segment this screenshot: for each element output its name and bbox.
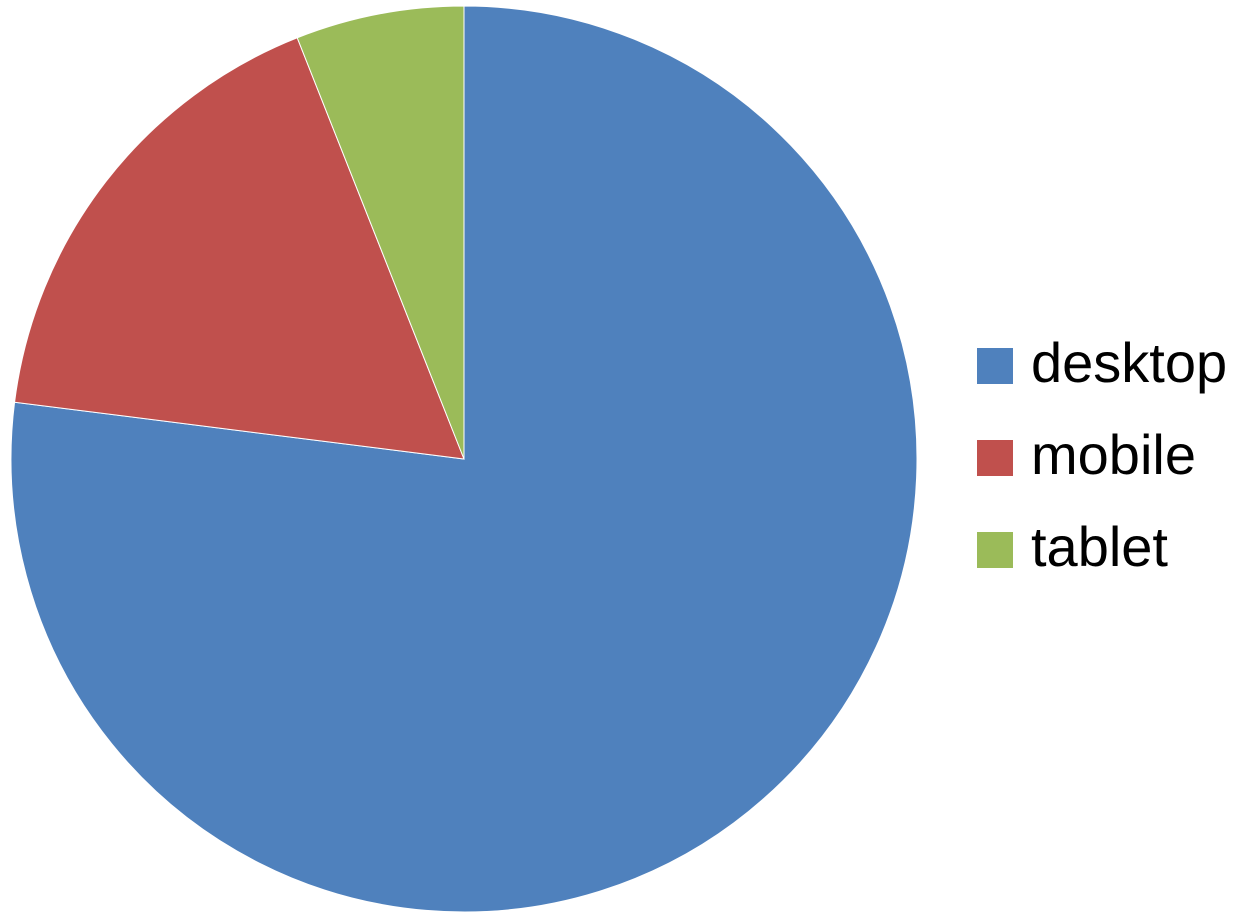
legend-label-mobile: mobile: [1031, 423, 1196, 486]
legend-swatch-desktop: [977, 348, 1013, 384]
legend-label-desktop: desktop: [1031, 331, 1227, 394]
legend-label-tablet: tablet: [1031, 515, 1168, 578]
legend-swatch-mobile: [977, 440, 1013, 476]
legend: desktop mobile tablet: [977, 331, 1227, 578]
pie-slice-desktop: [10, 5, 918, 912]
pie-slices: [10, 5, 918, 912]
pie-slice-mobile: [14, 37, 465, 460]
pie-slice-tablet: [296, 5, 465, 460]
legend-swatch-tablet: [977, 532, 1013, 568]
